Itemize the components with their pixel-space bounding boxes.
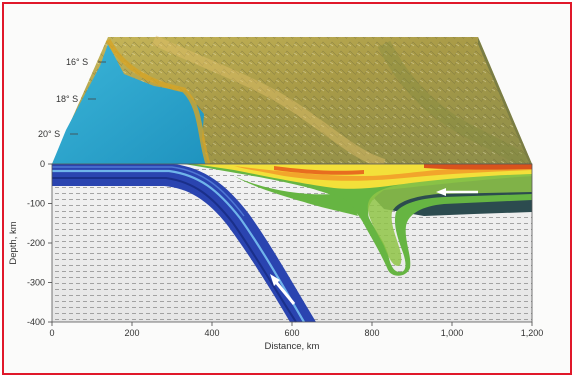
eastern-lowlands — [377, 40, 529, 168]
x-tick-label-0: 0 — [49, 328, 54, 338]
melt-zone-orange — [234, 166, 532, 181]
lat-label-20s: 20° S — [38, 129, 60, 139]
y-tick-label-100: -100 — [27, 199, 45, 209]
slab-motion-arrow — [270, 274, 296, 305]
y-axis-label: Depth, km — [8, 221, 19, 264]
ocean-surface — [52, 44, 208, 164]
plate-arrow-head — [436, 188, 446, 196]
y-axis: 0 -100 -200 -300 -400 Depth, km — [8, 159, 52, 327]
slab-stripe-3 — [52, 166, 245, 217]
x-axis-label: Distance, km — [265, 341, 320, 352]
x-axis: 0 200 400 600 800 1,000 1,200 Distance, … — [49, 322, 543, 352]
wedge-green-lower — [234, 176, 358, 216]
y-tick-label-0: 0 — [40, 159, 45, 169]
slab-stripe-1 — [52, 169, 305, 323]
x-tick-label-800: 800 — [364, 328, 379, 338]
x-tick-label-400: 400 — [204, 328, 219, 338]
y-tick-label-300: -300 — [27, 278, 45, 288]
x-tick-label-1000: 1,000 — [441, 328, 464, 338]
x-tick-label-1200: 1,200 — [521, 328, 544, 338]
latitude-labels: 16° S 18° S 20° S — [38, 57, 106, 139]
plateau-crust — [424, 164, 532, 170]
wedge-transition — [190, 164, 532, 266]
cross-section — [51, 163, 533, 323]
melt-zone-red — [274, 166, 364, 175]
coastal-range — [105, 38, 211, 165]
slab-arrow-shaft — [274, 281, 296, 305]
andes-cordillera — [151, 35, 386, 169]
subducting-slab — [52, 164, 316, 322]
x-tick-label-200: 200 — [124, 328, 139, 338]
y-tick-label-400: -400 — [27, 317, 45, 327]
x-tick-label-600: 600 — [284, 328, 299, 338]
subduction-model-figure: 16° S 18° S 20° S — [8, 35, 543, 352]
map-surface — [52, 35, 532, 170]
map-side-edge — [478, 37, 532, 170]
slab-stripe-2 — [52, 177, 297, 323]
lat-label-16s: 16° S — [66, 57, 88, 67]
plate-motion-arrow — [436, 188, 478, 196]
y-tick-label-200: -200 — [27, 238, 45, 248]
slab-arrow-head — [270, 274, 280, 286]
lat-label-18s: 18° S — [56, 94, 78, 104]
